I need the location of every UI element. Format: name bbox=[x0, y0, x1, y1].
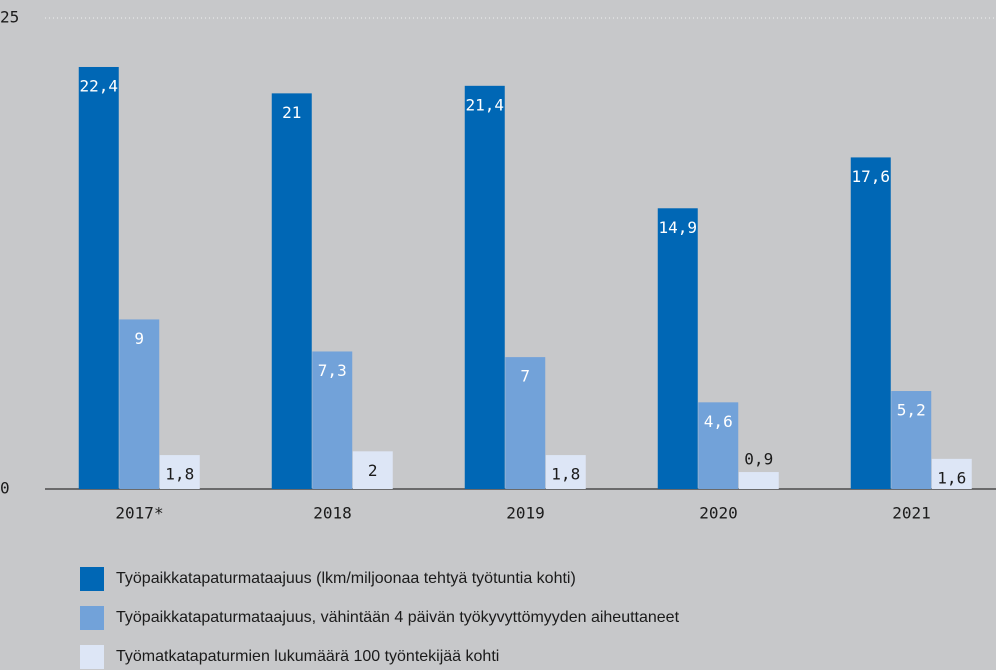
bar bbox=[505, 357, 546, 489]
legend-label: Työmatkatapaturmien lukumäärä 100 työnte… bbox=[116, 648, 499, 665]
value-label: 5,2 bbox=[897, 401, 926, 420]
x-tick-label: 2017* bbox=[115, 504, 163, 523]
value-label: 1,8 bbox=[165, 465, 194, 484]
bar bbox=[931, 458, 972, 489]
bar bbox=[464, 85, 505, 489]
bar bbox=[891, 391, 932, 489]
x-tick-label: 2021 bbox=[892, 504, 931, 523]
value-label: 21 bbox=[282, 103, 301, 122]
bar bbox=[78, 66, 119, 489]
bar bbox=[698, 402, 739, 489]
value-label: 1,8 bbox=[551, 465, 580, 484]
bar bbox=[352, 451, 393, 489]
bar bbox=[850, 157, 891, 489]
bar bbox=[312, 351, 353, 489]
bar bbox=[738, 472, 779, 489]
x-tick-label: 2020 bbox=[699, 504, 738, 523]
y-tick-label: 25 bbox=[0, 8, 19, 27]
value-label: 9 bbox=[134, 329, 144, 348]
legend-label: Työpaikkatapaturmataajuus (lkm/miljoonaa… bbox=[116, 570, 576, 587]
x-tick-label: 2019 bbox=[506, 504, 545, 523]
legend-swatch bbox=[80, 567, 104, 591]
y-tick-label: 0 bbox=[0, 479, 10, 498]
value-label: 2 bbox=[368, 461, 378, 480]
value-label: 17,6 bbox=[851, 167, 890, 186]
bar bbox=[119, 319, 160, 489]
value-label: 1,6 bbox=[937, 468, 966, 487]
value-label: 22,4 bbox=[79, 76, 118, 95]
bar bbox=[545, 455, 586, 489]
value-label: 14,9 bbox=[658, 218, 697, 237]
legend-swatch bbox=[80, 645, 104, 669]
bar bbox=[159, 455, 200, 489]
value-label: 7 bbox=[520, 367, 530, 386]
legend-swatch bbox=[80, 606, 104, 630]
value-label: 21,4 bbox=[465, 95, 504, 114]
legend-label: Työpaikkatapaturmataajuus, vähintään 4 p… bbox=[116, 609, 680, 626]
bar bbox=[657, 208, 698, 489]
value-label: 0,9 bbox=[744, 450, 773, 469]
value-label: 4,6 bbox=[704, 412, 733, 431]
value-label: 7,3 bbox=[318, 361, 347, 380]
x-tick-label: 2018 bbox=[313, 504, 352, 523]
bar bbox=[271, 93, 312, 490]
